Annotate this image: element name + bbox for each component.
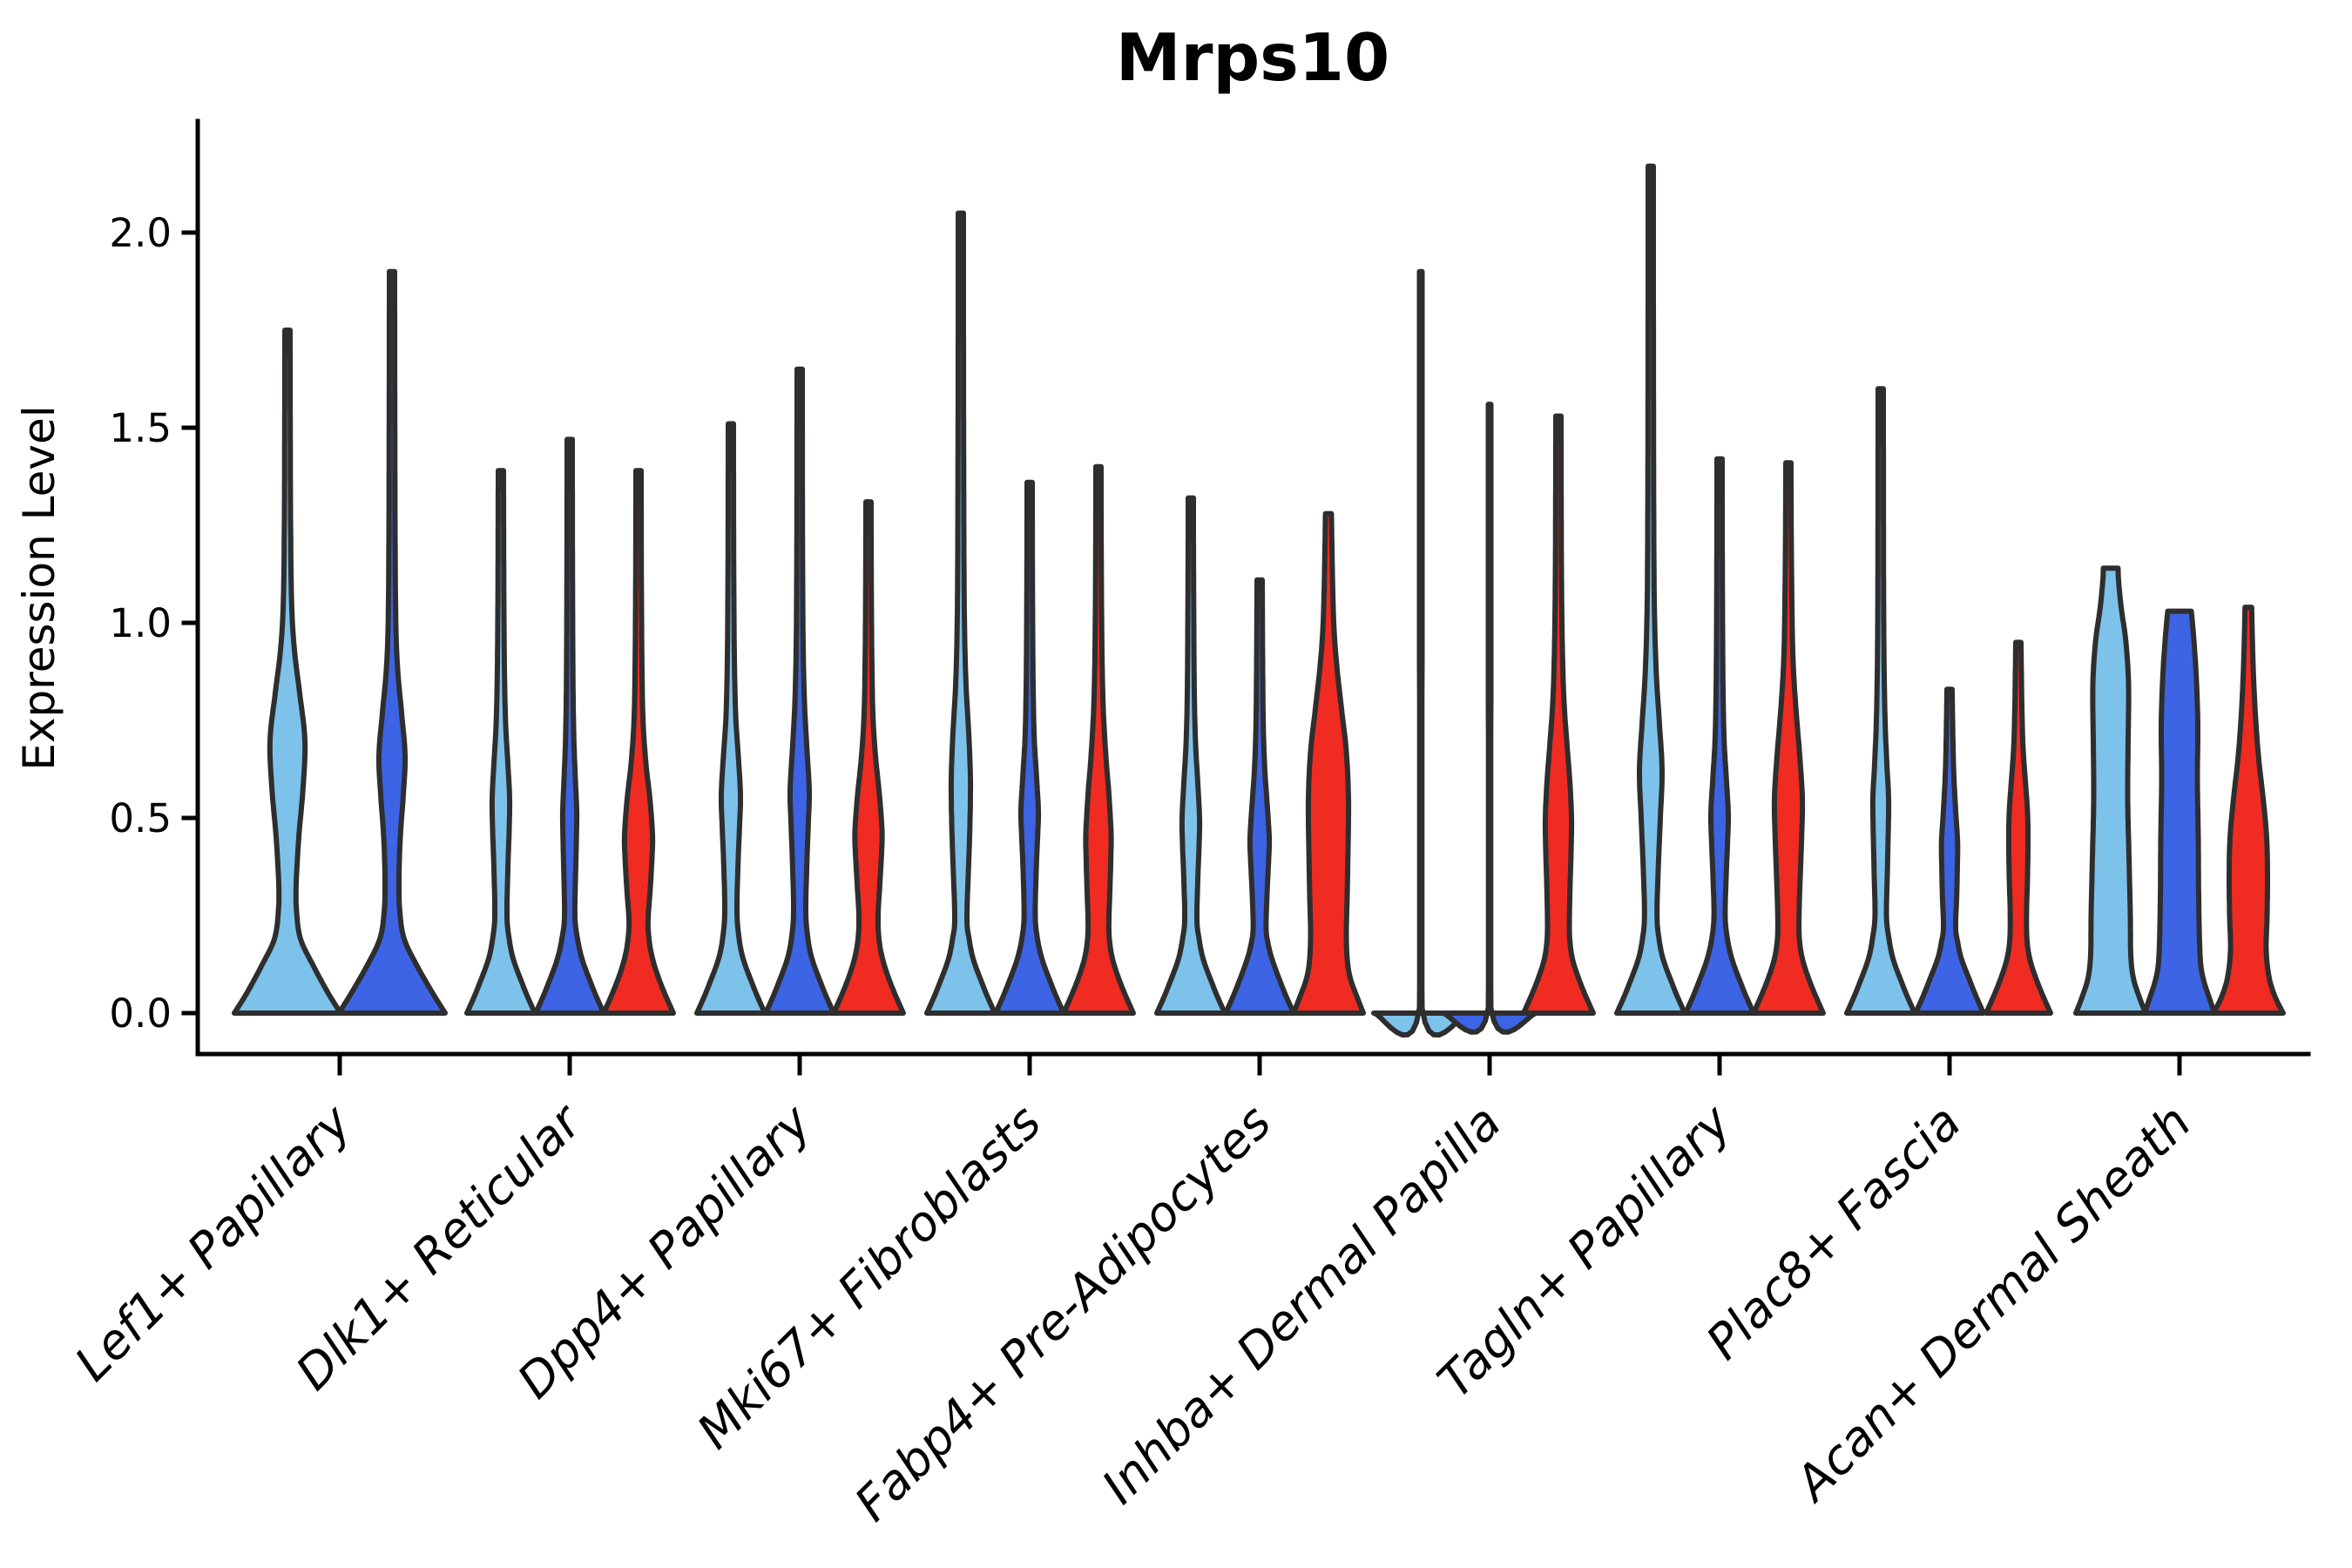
violin-mki67-fibroblasts-dark-blue — [993, 479, 1066, 1016]
violin-dlk1-reticular-red — [601, 468, 676, 1016]
violin-lef1-papillary-dark-blue — [336, 268, 448, 1016]
violin-inhba-dermal-papilla-dark-blue — [1440, 402, 1539, 1035]
violin-inhba-dermal-papilla-light-blue — [1371, 268, 1470, 1037]
x-tick-label-fabp4-pre-adipocytes: Fabp4+ Pre-Adipocytes — [844, 1094, 1281, 1531]
violin-tagln-papillary-light-blue — [1614, 163, 1687, 1016]
violin-fabp4-pre-adipocytes-dark-blue — [1223, 577, 1296, 1016]
y-tick-label: 2.0 — [109, 210, 172, 256]
y-tick-label: 0.5 — [109, 795, 172, 841]
violin-dlk1-reticular-light-blue — [464, 468, 537, 1016]
y-tick-label: 1.5 — [109, 405, 172, 451]
violin-lef1-papillary-light-blue — [232, 328, 343, 1016]
violin-plac8-fascia-light-blue — [1844, 386, 1917, 1016]
violin-acan-dermal-sheath-dark-blue — [2142, 608, 2217, 1016]
violins-layer — [232, 163, 2286, 1037]
y-tick-label: 1.0 — [109, 600, 172, 646]
violin-tagln-papillary-red — [1751, 460, 1826, 1016]
violin-inhba-dermal-papilla-red — [1521, 413, 1596, 1016]
x-tick-label-acan-dermal-sheath: Acan+ Dermal Sheath — [1783, 1094, 2202, 1513]
x-tick-label-inhba-dermal-papilla: Inhba+ Dermal Papilla — [1092, 1094, 1511, 1514]
violin-mki67-fibroblasts-red — [1061, 463, 1136, 1016]
y-axis-label: Expression Level — [14, 405, 64, 770]
violin-mki67-fibroblasts-light-blue — [924, 210, 997, 1016]
violin-fabp4-pre-adipocytes-light-blue — [1154, 495, 1227, 1016]
violin-dpp4-papillary-light-blue — [694, 421, 767, 1016]
violin-acan-dermal-sheath-light-blue — [2073, 565, 2148, 1016]
violin-tagln-papillary-dark-blue — [1683, 456, 1756, 1016]
violin-acan-dermal-sheath-red — [2211, 605, 2286, 1016]
chart-title: Mrps10 — [1116, 19, 1389, 96]
violin-plac8-fascia-dark-blue — [1913, 686, 1986, 1016]
y-tick-label: 0.0 — [109, 990, 172, 1037]
violin-dpp4-papillary-dark-blue — [763, 366, 836, 1016]
violin-fabp4-pre-adipocytes-red — [1291, 510, 1366, 1016]
violin-dpp4-papillary-red — [831, 499, 906, 1016]
violin-plac8-fascia-red — [1984, 639, 2053, 1016]
violin-dlk1-reticular-dark-blue — [533, 436, 606, 1016]
